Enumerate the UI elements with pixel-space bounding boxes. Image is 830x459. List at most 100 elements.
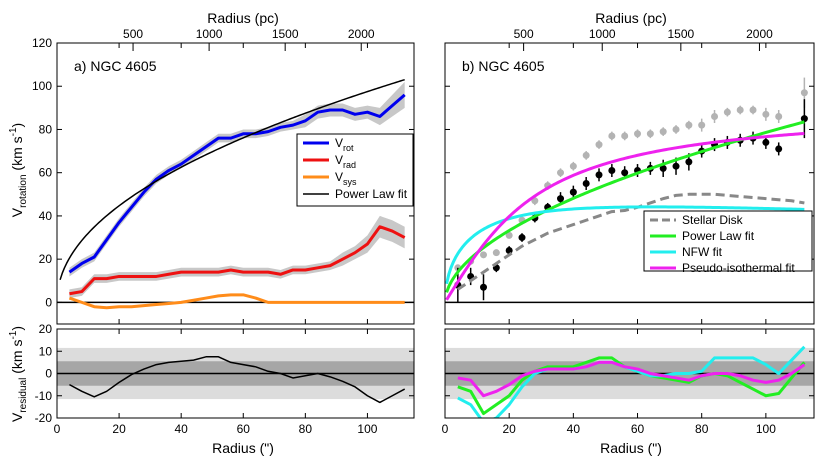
gray-points-point <box>621 132 629 140</box>
y-tick-label: 40 <box>39 209 53 223</box>
power-law-fit-line <box>59 78 405 281</box>
black-points-point <box>582 180 590 187</box>
gray-points-point <box>634 130 642 138</box>
x-tick-label: 20 <box>502 422 516 436</box>
legend-label: NFW fit <box>682 245 723 259</box>
gray-points-point <box>595 141 603 149</box>
legend-box <box>643 210 813 272</box>
gray-points-series <box>454 77 808 272</box>
x-axis-title-left: Radius (") <box>212 440 274 456</box>
black-points-point <box>557 195 565 203</box>
legend-label: Pseudo-isothermal fit <box>682 261 795 275</box>
legend-label-sub: sys <box>343 177 357 187</box>
gray-points-point <box>505 231 513 239</box>
panel-a-top: 0 20 40 60 80 100 120 500 1000 1500 2000 a) NGC 460… <box>32 27 415 325</box>
gray-points-point <box>569 162 577 170</box>
black-points-point <box>775 145 783 153</box>
y-tick-label: 20 <box>39 252 53 266</box>
black-points-point <box>569 188 577 196</box>
legend-label: Stellar Disk <box>682 213 744 227</box>
gray-points-point <box>646 130 654 138</box>
legend-label-main: Power Law fit <box>682 229 755 243</box>
y-top-main: V <box>9 207 25 217</box>
x-tick-label: 80 <box>695 422 709 436</box>
y-bot-sub: residual <box>18 378 29 413</box>
y-tick-label: 60 <box>39 166 53 180</box>
legend-label-main: Pseudo-isothermal fit <box>682 261 795 275</box>
y-tick-label: -20 <box>35 411 53 425</box>
gray-points-point <box>800 89 808 97</box>
y-tick-label: 0 <box>45 367 52 381</box>
gray-points-point <box>762 110 770 118</box>
gray-points-point <box>723 108 731 116</box>
y-tick-label: 20 <box>39 322 53 336</box>
b_top-plot-area <box>445 77 814 304</box>
y-top-rest: (km s <box>9 136 25 174</box>
panel-b-bottom: 0 20 40 60 80 100 <box>442 328 815 436</box>
gray-points-point <box>480 251 488 259</box>
black-points-point <box>608 167 616 175</box>
vsys-line <box>68 293 405 310</box>
legend-label-main: Stellar Disk <box>682 213 744 227</box>
top-axis-tick-label: 2000 <box>348 27 375 41</box>
legend-label: Power Law fit <box>682 229 755 243</box>
panel-title: b) NGC 4605 <box>462 58 545 74</box>
gray-points-point <box>608 132 616 140</box>
x-tick-label: 40 <box>567 422 581 436</box>
gray-points-point <box>492 249 500 257</box>
y-bot-main: V <box>9 412 25 422</box>
gray-points-point <box>698 121 706 129</box>
top-axis-tick-label: 1000 <box>196 27 223 41</box>
x-tick-label: 100 <box>756 422 776 436</box>
gray-points-point <box>685 121 693 129</box>
gray-points-point <box>749 106 757 114</box>
x-tick-label: 0 <box>54 422 61 436</box>
legend-label: Vrad <box>335 153 356 170</box>
black-points-point <box>595 171 603 179</box>
panel-title: a) NGC 4605 <box>74 58 157 74</box>
vrad-line <box>69 225 406 296</box>
x-tick-label: 80 <box>299 422 313 436</box>
black-points-point <box>480 283 488 291</box>
top-axis-title-left: Radius (pc) <box>207 10 279 26</box>
gray-points-point <box>775 112 783 120</box>
y-axis-title-top: Vrotation (km s-1) <box>8 123 29 217</box>
gray-points-point <box>582 151 590 159</box>
top-axis-tick-label: 1500 <box>667 27 694 41</box>
top-axis-tick-label: 500 <box>514 27 534 41</box>
stellar-disk-line <box>456 192 805 291</box>
residual-line <box>69 356 406 404</box>
legend-label: Power Law fit <box>335 187 408 201</box>
top-axis-tick-label: 2000 <box>746 27 773 41</box>
gray-points-point <box>711 112 719 120</box>
x-tick-label: 20 <box>112 422 126 436</box>
legend-label: Vrot <box>335 136 354 153</box>
a_top-frame <box>56 42 415 325</box>
legend-label-sub: rot <box>343 143 354 153</box>
black-points-point <box>762 138 770 146</box>
legend: Stellar Disk Power Law fit NFW fit Pseudo-i… <box>643 210 813 275</box>
black-points-point <box>672 162 680 170</box>
pseudo-isothermal-resid-line <box>457 360 806 398</box>
y-tick-label: 0 <box>45 295 52 309</box>
y-top-end: ) <box>9 123 25 128</box>
y-tick-label: 100 <box>32 79 52 93</box>
legend-label: Vsys <box>335 170 357 187</box>
y-axis-title-bottom: Vresidual (km s-1) <box>8 326 29 422</box>
y-tick-label: 120 <box>32 36 52 50</box>
legend-label-main: NFW fit <box>682 245 723 259</box>
gray-points-point <box>672 125 680 133</box>
x-tick-label: 0 <box>442 422 449 436</box>
gray-points-point <box>659 128 667 136</box>
top-axis-title-right: Radius (pc) <box>595 10 667 26</box>
y-tick-label: -10 <box>35 389 53 403</box>
legend-label-main: V <box>335 136 343 150</box>
y-bot-sup: -1 <box>8 330 19 339</box>
x-tick-label: 60 <box>631 422 645 436</box>
legend-label-sub: rad <box>343 160 356 170</box>
y-tick-label: 80 <box>39 122 53 136</box>
y-bot-end: ) <box>9 326 25 331</box>
b_top-frame <box>444 42 815 325</box>
gray-points-point <box>736 106 744 114</box>
